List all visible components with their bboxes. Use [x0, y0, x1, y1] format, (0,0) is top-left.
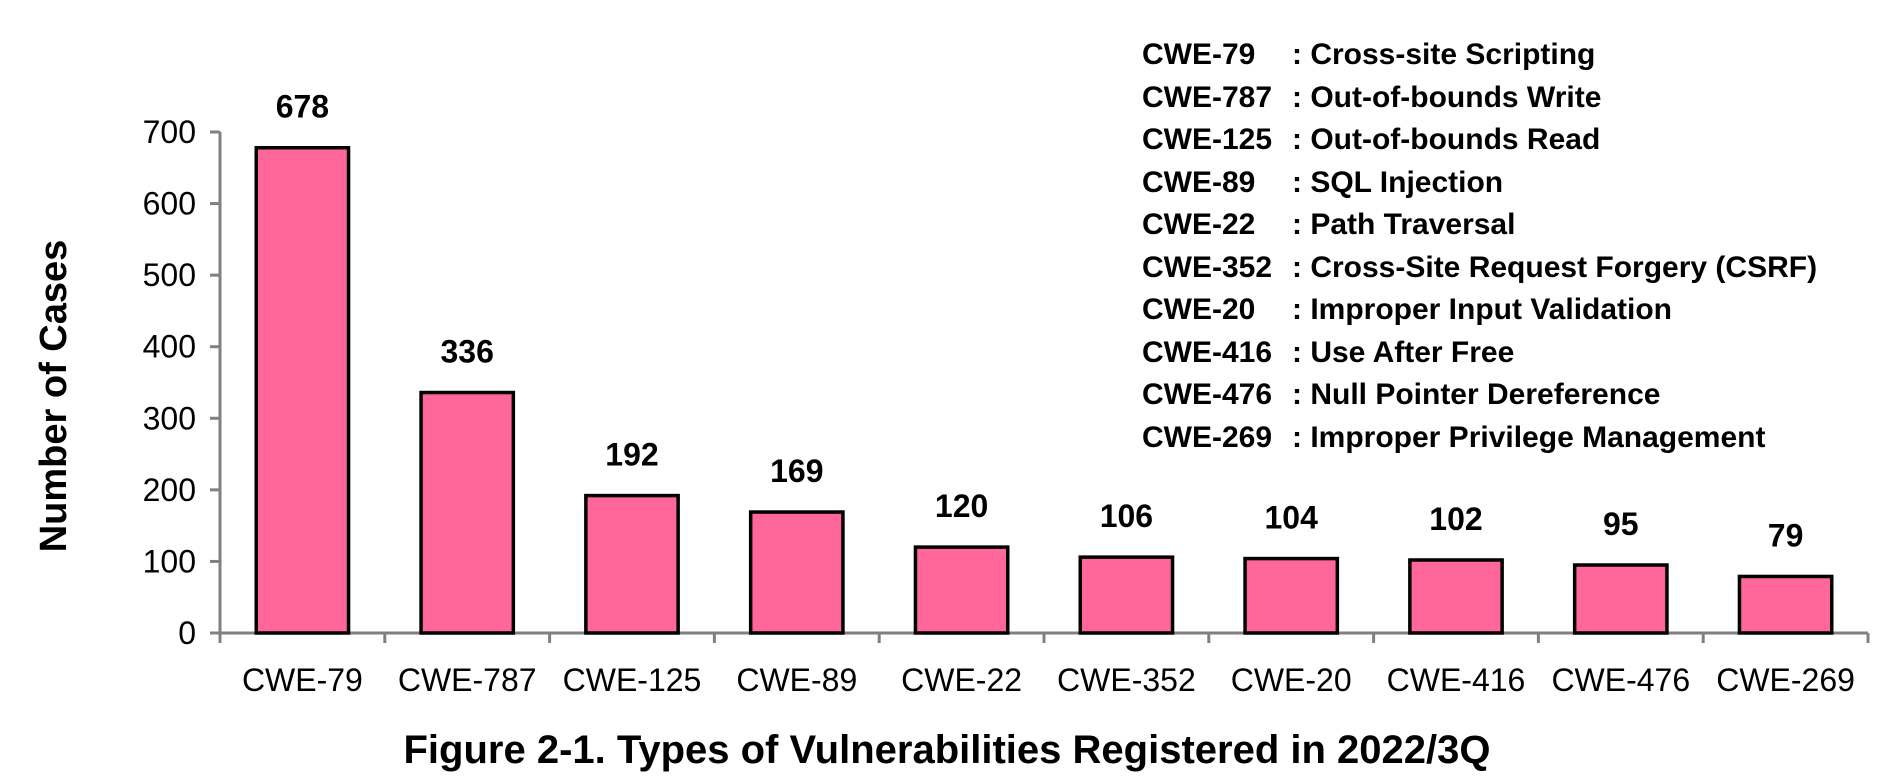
data-label: 102 [1429, 501, 1482, 537]
legend-item: CWE-787 : Out-of-bounds Write [1142, 77, 1817, 120]
legend-desc: : Out-of-bounds Write [1292, 80, 1602, 114]
bar [1243, 556, 1340, 635]
legend-item: CWE-476 : Null Pointer Dereference [1142, 374, 1817, 417]
x-tick-label: CWE-416 [1387, 662, 1526, 698]
figure-caption: Figure 2-1. Types of Vulnerabilities Reg… [403, 728, 1491, 772]
y-tick-label: 0 [178, 615, 196, 651]
legend-code: CWE-416 [1142, 335, 1273, 369]
legend-code: CWE-476 [1142, 378, 1273, 411]
legend-code: CWE-269 [1142, 420, 1273, 454]
x-tick-label: CWE-89 [736, 662, 857, 698]
legend-desc: : SQL Injection [1292, 165, 1504, 199]
legend-code: CWE-352 [1142, 250, 1273, 284]
legend-desc: : Improper Input Validation [1292, 293, 1673, 326]
y-tick-label: 400 [143, 329, 196, 365]
legend-desc: : Null Pointer Dereference [1292, 378, 1661, 411]
legend-item: CWE-79 : Cross-site Scripting [1142, 34, 1817, 77]
legend-desc: : Cross-site Scripting [1292, 38, 1596, 71]
legend-item: CWE-20 : Improper Input Validation [1142, 289, 1817, 332]
legend-desc: : Path Traversal [1292, 208, 1516, 241]
legend-item: CWE-22 : Path Traversal [1142, 204, 1817, 247]
bar [419, 390, 516, 635]
legend-item: CWE-89 : SQL Injection [1142, 162, 1817, 205]
x-tick-label: CWE-125 [563, 662, 702, 698]
x-tick-label: CWE-22 [901, 662, 1022, 698]
data-label: 106 [1100, 498, 1153, 534]
x-tick-label: CWE-269 [1716, 662, 1855, 698]
legend-code: CWE-125 [1142, 123, 1273, 156]
y-tick-label: 300 [143, 400, 196, 436]
legend-desc: : Improper Privilege Management [1292, 420, 1766, 454]
legend-code: CWE-89 [1142, 165, 1256, 199]
y-tick-label: 200 [143, 472, 196, 508]
y-tick-label: 600 [143, 186, 196, 222]
y-tick-label: 500 [143, 257, 196, 293]
x-tick-label: CWE-352 [1057, 662, 1196, 698]
data-label: 336 [441, 334, 494, 370]
bar [584, 493, 680, 635]
data-label: 169 [770, 453, 823, 489]
legend-code: CWE-20 [1142, 293, 1256, 326]
x-tick-label: CWE-20 [1231, 662, 1352, 698]
legend-code: CWE-22 [1142, 208, 1256, 241]
x-tick-label: CWE-787 [398, 662, 537, 698]
data-label: 120 [935, 488, 988, 524]
bar [748, 510, 845, 635]
y-tick-label: 700 [143, 114, 196, 150]
legend-item: CWE-125 : Out-of-bounds Read [1142, 119, 1817, 162]
bar [913, 545, 1010, 635]
data-label: 192 [605, 437, 658, 473]
bar [1408, 558, 1504, 635]
bar [1078, 555, 1175, 635]
y-axis-title: Number of Cases [33, 240, 75, 553]
legend-item: CWE-269 : Improper Privilege Management [1142, 417, 1817, 460]
legend-desc: : Use After Free [1292, 335, 1515, 369]
data-label: 104 [1265, 500, 1319, 536]
legend-desc: : Out-of-bounds Read [1292, 123, 1601, 156]
data-label: 95 [1603, 506, 1639, 542]
data-label: 678 [276, 89, 329, 125]
cwe-legend: CWE-79 : Cross-site Scripting CWE-787 : Ou… [1142, 34, 1817, 459]
bar [1572, 563, 1669, 635]
bar [1737, 574, 1834, 635]
legend-item: CWE-416 : Use After Free [1142, 332, 1817, 375]
legend-desc: : Cross-Site Request Forgery (CSRF) [1292, 250, 1818, 284]
x-tick-label: CWE-476 [1551, 662, 1690, 698]
x-tick-label: CWE-79 [242, 662, 363, 698]
bar [254, 145, 351, 635]
data-label: 79 [1768, 517, 1804, 553]
legend-code: CWE-787 [1142, 80, 1273, 114]
legend-item: CWE-352 : Cross-Site Request Forgery (CSR… [1142, 247, 1817, 290]
legend-code: CWE-79 [1142, 38, 1256, 71]
y-tick-label: 100 [143, 543, 196, 579]
